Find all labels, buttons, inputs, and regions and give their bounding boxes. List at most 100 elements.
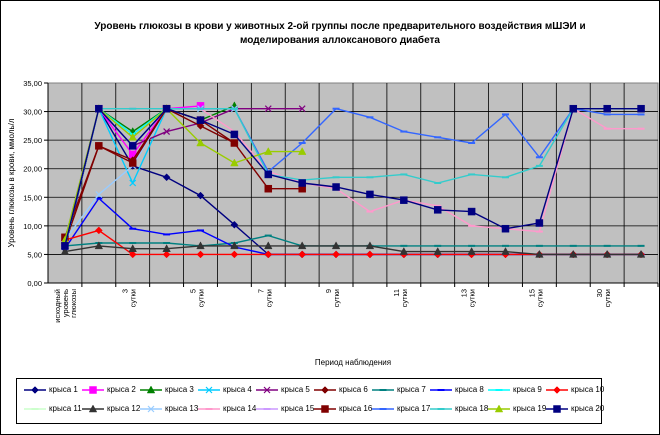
x-tick-label: 9сутки	[324, 289, 341, 307]
data-point	[603, 104, 611, 113]
legend-swatch-marker	[31, 386, 39, 394]
data-point	[230, 130, 239, 139]
data-point	[637, 104, 645, 113]
data-point	[95, 104, 103, 113]
data-point	[94, 226, 103, 235]
x-tick-label: 5сутки	[189, 289, 206, 307]
x-tick-label-line: 3	[121, 289, 130, 293]
data-point	[196, 138, 205, 147]
x-tick-label: 30сутки	[595, 289, 612, 307]
series-line	[64, 245, 642, 256]
legend-item: крыса 13	[139, 402, 199, 416]
y-tick-label: 5,00	[27, 250, 42, 259]
x-tick-label: 15сутки	[527, 289, 544, 307]
data-point	[331, 241, 341, 250]
legend-label: крыса 3	[165, 385, 194, 394]
data-point	[230, 250, 239, 259]
x-tick-label-line: сутки	[535, 289, 544, 307]
legend-swatch	[82, 386, 104, 394]
legend-label: крыса 13	[165, 404, 199, 413]
data-point	[298, 250, 307, 259]
series-line	[64, 107, 642, 247]
legend-label: крыса 14	[223, 404, 257, 413]
legend-item: крыса 5	[255, 383, 313, 397]
legend-swatch	[198, 408, 220, 410]
legend-swatch	[256, 408, 278, 410]
legend-label: крыса 20	[571, 404, 605, 413]
legend-swatch	[546, 386, 568, 394]
data-point	[128, 250, 137, 259]
chart-title: Уровень глюкозы в крови у животных 2-ой …	[94, 21, 586, 46]
legend-label: крыса 4	[223, 385, 252, 394]
legend-swatch	[314, 386, 336, 394]
data-point	[196, 241, 205, 250]
data-point	[535, 249, 544, 258]
data-point	[535, 219, 544, 227]
legend-label: крыса 12	[107, 404, 141, 413]
legend-swatch-marker	[553, 386, 561, 394]
data-point	[230, 220, 239, 229]
x-tick-label-line: сутки	[468, 289, 477, 307]
x-tick-label-line: сутки	[197, 289, 206, 307]
x-tick-label: исходныйуровеньглюкозы	[53, 289, 78, 323]
data-point	[128, 142, 137, 150]
data-point	[298, 179, 306, 187]
legend-label: крыса 17	[397, 404, 431, 413]
series-12	[60, 241, 646, 258]
legend-swatch-marker	[321, 405, 329, 413]
legend-label: крыса 19	[513, 404, 547, 413]
legend-swatch-marker	[89, 386, 97, 394]
series-20	[61, 104, 645, 250]
legend-swatch	[488, 389, 510, 391]
x-tick-label-line: сутки	[264, 289, 273, 307]
legend-label: крыса 6	[339, 385, 368, 394]
y-tick-label: 25,00	[23, 136, 42, 145]
legend-label: крыса 9	[513, 385, 542, 394]
legend-swatch	[314, 405, 336, 413]
legend-item: крыса 16	[313, 402, 372, 416]
x-tick-label-line: исходный	[53, 289, 62, 323]
legend-label: крыса 1	[49, 385, 78, 394]
data-point	[230, 139, 239, 147]
data-point	[162, 173, 171, 182]
x-tick-label-line: сутки	[332, 289, 341, 307]
legend-swatch	[372, 389, 394, 391]
data-point	[196, 116, 205, 124]
x-axis-title: Период наблюдения	[315, 358, 391, 367]
x-tick-label: 11сутки	[392, 289, 409, 307]
x-tick-label: 7сутки	[256, 289, 273, 307]
series-line	[64, 107, 303, 241]
legend-swatch	[372, 408, 394, 410]
data-point	[298, 105, 306, 113]
data-point	[95, 191, 103, 198]
data-point	[332, 250, 340, 259]
data-point	[61, 242, 69, 250]
legend-label: крыса 7	[397, 385, 426, 394]
data-point	[264, 170, 273, 179]
x-tick-label-line: 30	[595, 289, 604, 297]
legend-swatch	[256, 386, 278, 394]
data-point	[602, 249, 612, 258]
legend-swatch	[198, 386, 220, 394]
data-point	[230, 241, 239, 250]
series-line	[64, 107, 642, 247]
data-point	[297, 147, 307, 155]
y-tick-label: 0,00	[27, 279, 42, 288]
data-point	[433, 247, 442, 255]
data-point	[129, 179, 137, 187]
x-tick-label-line: 9	[324, 289, 333, 293]
legend-item: крыса 6	[313, 383, 371, 397]
legend-item: крыса 10	[545, 383, 604, 397]
legend-item: крыса 7	[371, 383, 429, 397]
legend-label: крыса 15	[281, 404, 315, 413]
data-point	[196, 191, 205, 200]
x-tick-label-line: сутки	[129, 289, 138, 307]
legend-item: крыса 17	[371, 402, 431, 416]
legend-swatch-marker	[321, 386, 329, 394]
legend-swatch	[24, 408, 46, 410]
data-point	[366, 190, 374, 199]
legend-swatch-marker	[494, 404, 504, 413]
legend-item: крыса 11	[23, 402, 82, 416]
legend-label: крыса 11	[49, 404, 82, 413]
